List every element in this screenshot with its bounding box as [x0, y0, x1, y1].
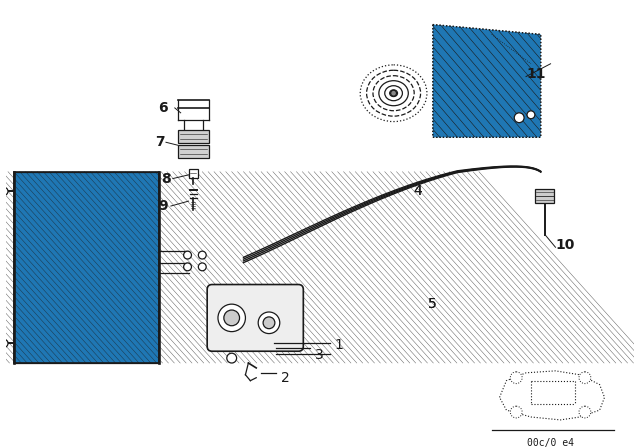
Text: 6: 6 — [158, 101, 168, 115]
Circle shape — [184, 263, 191, 271]
Circle shape — [184, 251, 191, 259]
Text: 1: 1 — [335, 338, 344, 353]
Text: 3: 3 — [315, 348, 324, 362]
Text: 4: 4 — [413, 184, 422, 198]
Polygon shape — [433, 25, 541, 138]
Circle shape — [224, 310, 239, 326]
Text: 8: 8 — [161, 172, 171, 185]
Circle shape — [390, 90, 397, 96]
Circle shape — [258, 312, 280, 334]
Bar — [189, 169, 198, 177]
Circle shape — [0, 340, 8, 347]
Circle shape — [579, 406, 591, 418]
Circle shape — [218, 304, 245, 332]
Circle shape — [198, 251, 206, 259]
Circle shape — [510, 372, 522, 383]
Text: 2: 2 — [281, 371, 289, 385]
FancyBboxPatch shape — [207, 284, 303, 351]
Circle shape — [263, 317, 275, 329]
Circle shape — [515, 113, 524, 123]
Circle shape — [227, 353, 237, 363]
Bar — [535, 190, 554, 203]
Circle shape — [0, 187, 8, 195]
Circle shape — [527, 111, 535, 119]
Circle shape — [579, 372, 591, 383]
Text: 11: 11 — [526, 67, 545, 81]
Bar — [178, 130, 209, 143]
Circle shape — [510, 406, 522, 418]
Bar — [14, 172, 159, 363]
Bar — [178, 145, 209, 158]
Circle shape — [198, 263, 206, 271]
Bar — [14, 172, 159, 363]
Text: 5: 5 — [428, 297, 436, 311]
Text: 4: 4 — [413, 184, 422, 198]
Text: 9: 9 — [158, 199, 168, 213]
Text: 10: 10 — [556, 238, 575, 252]
Text: 7: 7 — [155, 135, 164, 149]
Text: 00c/0 e4: 00c/0 e4 — [527, 438, 574, 448]
Text: 5: 5 — [428, 297, 436, 311]
